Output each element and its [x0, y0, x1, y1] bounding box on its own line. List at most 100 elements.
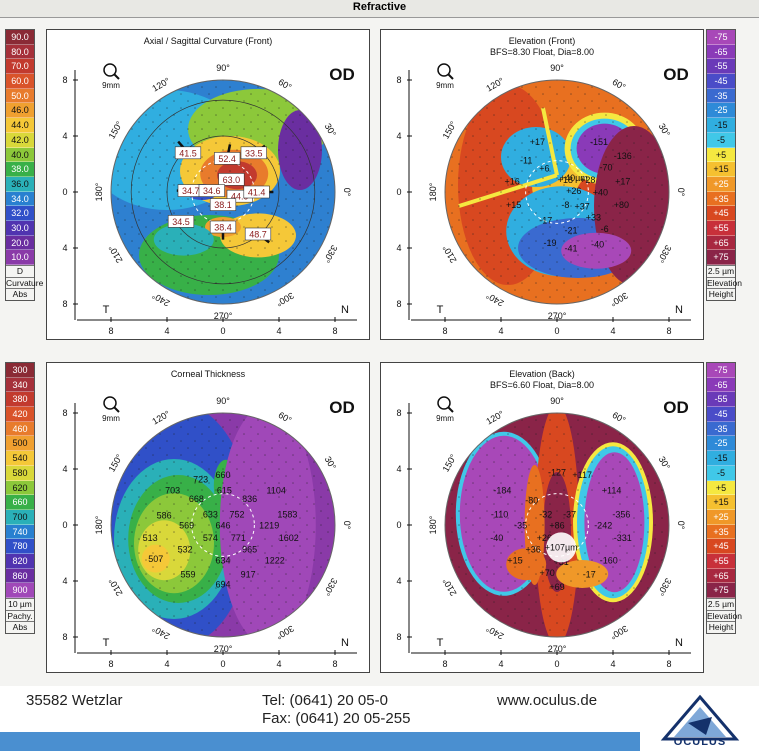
- zoom-icon[interactable]: [437, 63, 454, 80]
- map-value: 917: [241, 570, 256, 580]
- map-value: +40: [593, 188, 608, 198]
- map-subtitle: BFS=6.60 Float, Dia=8.00: [490, 380, 594, 390]
- scale-step: 740: [6, 524, 34, 540]
- angle-label: 90°: [216, 63, 230, 73]
- scale-step: 40.0: [6, 147, 34, 163]
- y-tick: 8: [62, 299, 67, 309]
- pachymetry-scale: 300 340 380 420 460 500 540 580 620 660 700 740 780 8…: [5, 362, 35, 634]
- front-elevation-panel[interactable]: Elevation (Front) BFS=8.30 Float, Dia=8.0…: [380, 29, 704, 340]
- scale-unit-label: 2.5 µm: [707, 265, 735, 277]
- color-map[interactable]: [47, 363, 369, 672]
- scale-step: 44.0: [6, 118, 34, 133]
- value-box: [174, 146, 202, 160]
- angle-label: 90°: [550, 396, 564, 406]
- scale-step: -55: [707, 59, 735, 75]
- map-value: 660: [215, 470, 230, 480]
- scale-step: 32.0: [6, 206, 34, 221]
- map-value: +26: [566, 186, 581, 196]
- map-value: -6: [601, 224, 609, 234]
- curvature-scale: 90.0 80.0 70.0 60.0 50.0 46.0 44.0 42.0 40.0 38.0…: [5, 29, 43, 301]
- scale-step: +35: [707, 524, 735, 540]
- map-value: 52.4: [218, 154, 236, 164]
- map-value: -37: [563, 509, 576, 519]
- value-box: [167, 215, 195, 228]
- website[interactable]: www.oculus.de: [497, 692, 598, 709]
- back-elevation-scale: -75 -65 -55 -45 -35 -25 -15 -5 +5 +15 +25 +35 +45 +55…: [706, 362, 742, 634]
- map-value: 33.5: [245, 148, 263, 158]
- scale-step: 300: [6, 363, 34, 378]
- x-tick: 4: [276, 326, 281, 336]
- eye-label: OD: [329, 398, 355, 417]
- angle-label: 270°: [548, 311, 567, 321]
- phone: Tel: (0641) 20 05-0: [262, 692, 388, 709]
- scale-step: 700: [6, 509, 34, 525]
- front-elevation-map[interactable]: Elevation (Front)BFS=8.30 Float, Dia=8.0…: [381, 30, 703, 339]
- report-title: Refractive: [0, 0, 759, 18]
- x-tick: 4: [498, 326, 503, 336]
- map-subtitle: BFS=8.30 Float, Dia=8.00: [490, 47, 594, 57]
- back-elevation-panel[interactable]: Elevation (Back) BFS=6.60 Float, Dia=8.00…: [380, 362, 704, 673]
- map-value: -127: [548, 467, 566, 477]
- color-map[interactable]: [381, 363, 703, 672]
- map-value: +37: [575, 202, 590, 212]
- angle-label: 330°: [321, 243, 339, 264]
- zoom-icon[interactable]: [103, 63, 120, 80]
- zoom-icon[interactable]: [103, 396, 120, 413]
- map-value: -17: [539, 216, 552, 226]
- scale-step: +15: [707, 162, 735, 177]
- nasal-label: N: [675, 637, 683, 649]
- map-value: -151: [590, 137, 608, 147]
- angle-label: 90°: [216, 396, 230, 406]
- map-value: 752: [229, 509, 244, 519]
- scale-step: -5: [707, 465, 735, 481]
- scale-step: 860: [6, 568, 34, 584]
- x-tick: 8: [666, 326, 671, 336]
- map-title: Elevation (Front): [509, 36, 576, 46]
- scale-step: +45: [707, 539, 735, 554]
- angle-label: 270°: [548, 644, 567, 654]
- footer-bar: [0, 732, 640, 751]
- axial-curvature-map[interactable]: Axial / Sagittal Curvature (Front) OD 9mm 9…: [47, 30, 369, 339]
- zoom-icon[interactable]: [437, 396, 454, 413]
- map-value: 1583: [277, 509, 297, 519]
- apex-marker: +40µm: [560, 173, 588, 183]
- x-tick: 8: [108, 326, 113, 336]
- map-value: +18: [558, 175, 573, 185]
- scale-step: -25: [707, 436, 735, 452]
- map-value: 646: [215, 521, 230, 531]
- x-tick: 4: [498, 659, 503, 669]
- axial-curvature-panel[interactable]: Axial / Sagittal Curvature (Front) OD 9mm 9…: [46, 29, 370, 340]
- scale-step: 540: [6, 451, 34, 466]
- value-box: [209, 198, 237, 211]
- angle-label: 30°: [657, 455, 673, 472]
- scale-step: 780: [6, 539, 34, 554]
- color-map[interactable]: [381, 30, 703, 339]
- map-value: -32: [539, 509, 552, 519]
- angle-label: 120°: [150, 408, 171, 426]
- scale-step: 340: [6, 377, 34, 393]
- zoom-label: 9mm: [102, 414, 120, 423]
- apex-marker: +107µm: [545, 542, 578, 552]
- y-tick: 4: [62, 576, 67, 586]
- map-value: 634: [215, 556, 230, 566]
- zoom-label: 9mm: [102, 81, 120, 90]
- map-value: -70: [599, 162, 612, 172]
- map-value: +15: [506, 200, 521, 210]
- map-value: 34.6: [203, 186, 221, 196]
- angle-label: 270°: [214, 644, 233, 654]
- map-title: Axial / Sagittal Curvature (Front): [144, 36, 273, 46]
- angle-label: 0°: [676, 521, 686, 530]
- angle-label: 150°: [107, 452, 125, 473]
- y-tick: 0: [396, 520, 401, 530]
- scale-step: -45: [707, 74, 735, 89]
- scale-step: -15: [707, 451, 735, 466]
- corneal-thickness-map[interactable]: Corneal Thickness OD 9mm 90° 60° 30° 0° 330° 300…: [47, 363, 369, 672]
- eye-label: OD: [663, 398, 689, 417]
- map-value: +70: [540, 568, 555, 578]
- angle-label: 120°: [484, 408, 505, 426]
- angle-label: 300°: [608, 290, 629, 308]
- angle-label: 240°: [150, 623, 171, 641]
- back-elevation-map[interactable]: Elevation (Back)BFS=6.60 Float, Dia=8.00…: [381, 363, 703, 672]
- value-box: [214, 152, 241, 165]
- corneal-thickness-panel[interactable]: Corneal Thickness OD 9mm 90° 60° 30° 0° 330° 300…: [46, 362, 370, 673]
